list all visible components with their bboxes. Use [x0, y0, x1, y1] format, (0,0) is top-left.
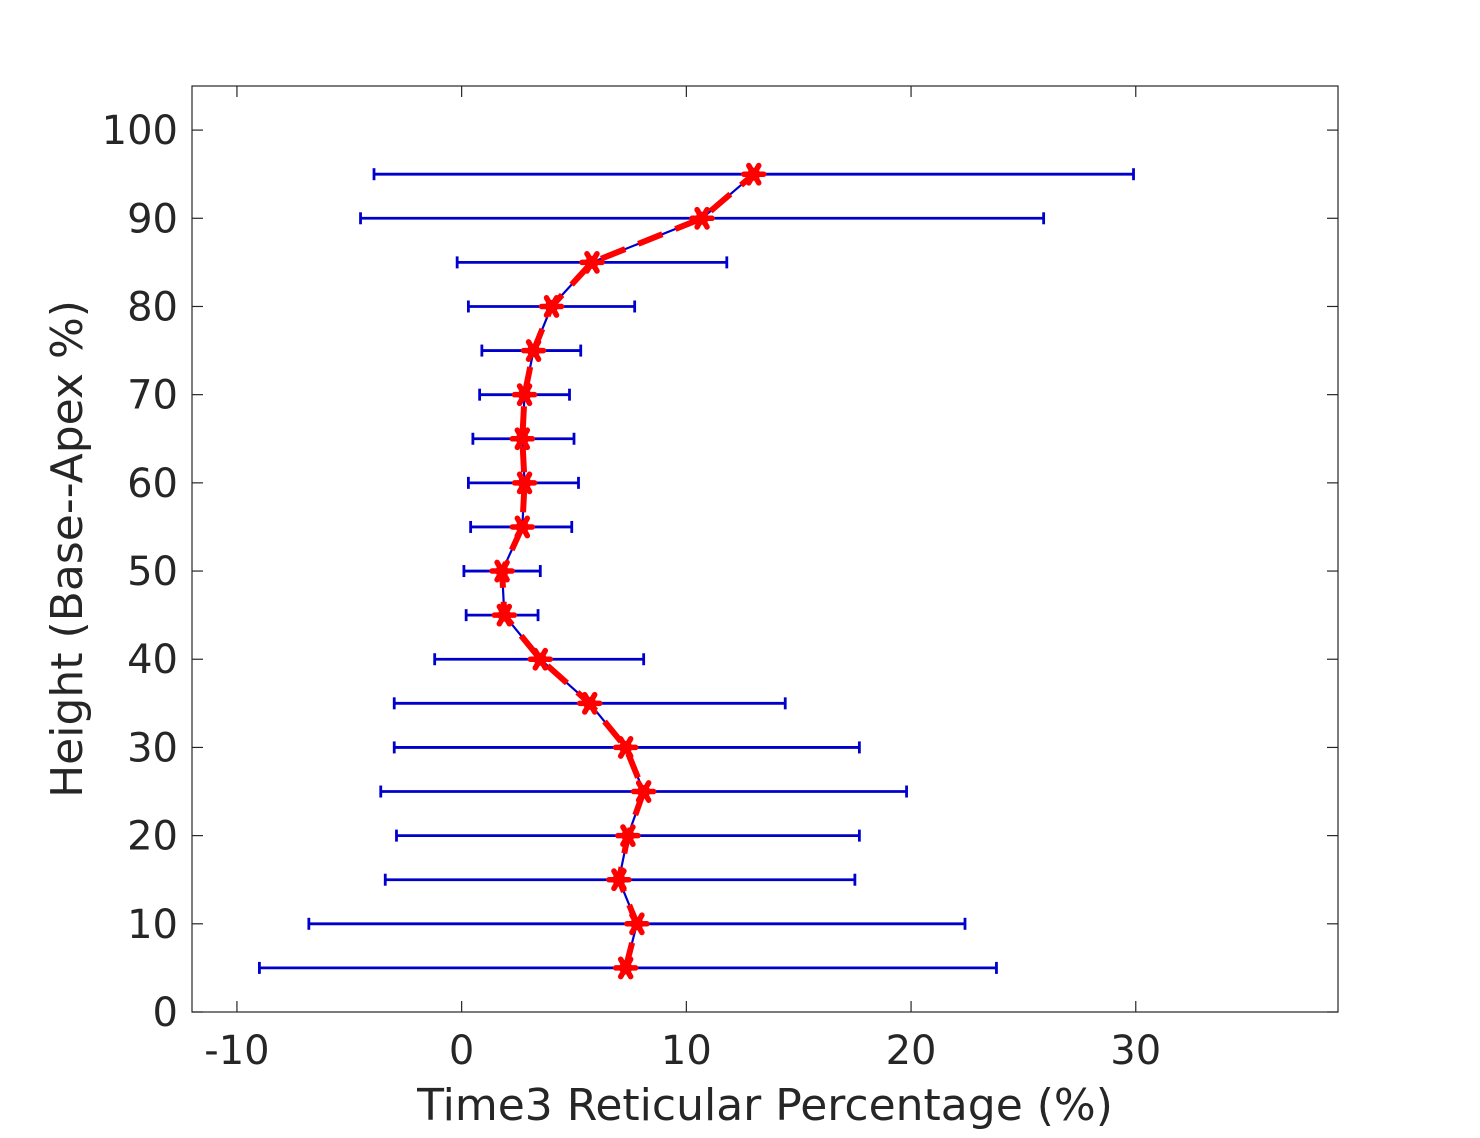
data-point-marker: [538, 295, 565, 318]
marker-spoke: [694, 206, 710, 230]
marker-spoke: [620, 824, 636, 848]
data-point-marker: [630, 780, 657, 803]
marker-spoke: [514, 515, 531, 539]
y-tick-label: 70: [127, 373, 178, 419]
data-point-marker: [489, 559, 515, 583]
marker-spoke: [746, 162, 762, 186]
data-point-marker: [689, 206, 715, 230]
data-point-marker: [579, 250, 605, 274]
marker-spoke: [532, 647, 549, 671]
marker-spoke: [514, 427, 531, 451]
marker-spoke: [629, 912, 645, 936]
marker-spoke: [617, 736, 634, 759]
y-tick-label: 90: [127, 196, 178, 242]
plot-area: [191, 85, 1339, 1013]
marker-spoke: [617, 956, 634, 980]
y-tick-label: 60: [127, 461, 178, 507]
y-tick-label: 50: [127, 549, 178, 595]
x-tick-label: 0: [449, 1028, 474, 1074]
x-axis-ticks: -10 0 10 20 30: [204, 86, 1161, 1074]
y-tick-label: 0: [153, 990, 178, 1036]
y-tick-label: 40: [127, 637, 178, 683]
marker-spoke: [496, 603, 513, 627]
data-point-marker: [612, 736, 639, 759]
marker-spoke: [584, 250, 600, 274]
x-tick-label: 30: [1110, 1028, 1161, 1074]
marker-spoke: [494, 559, 510, 583]
y-axis-ticks: 0 10 20 30 40 50 60 70 80 90 100: [102, 108, 1338, 1036]
y-tick-label: 80: [127, 284, 178, 330]
data-point-marker: [741, 162, 767, 186]
marker-spoke: [635, 780, 652, 803]
data-point-marker: [576, 691, 603, 715]
data-point-marker: [511, 383, 538, 407]
marker-spoke: [516, 383, 533, 407]
y-tick-label: 30: [127, 725, 178, 771]
x-axis-label: Time3 Reticular Percentage (%): [416, 1080, 1113, 1131]
data-point-marker: [491, 603, 518, 627]
y-tick-label: 10: [127, 902, 178, 948]
y-axis-label: Height (Base--Apex %): [42, 300, 93, 798]
y-tick-label: 100: [102, 108, 178, 154]
data-point-marker: [612, 956, 639, 980]
data-point-marker: [509, 515, 536, 539]
x-tick-label: -10: [204, 1028, 269, 1074]
x-tick-label: 10: [661, 1028, 712, 1074]
marker-spoke: [611, 868, 627, 892]
marker-spoke: [543, 295, 560, 318]
marker-spoke: [516, 471, 533, 495]
series-layer: [258, 162, 1135, 980]
data-point-marker: [615, 824, 641, 848]
y-tick-label: 20: [127, 814, 178, 860]
marker-spoke: [581, 691, 598, 715]
x-tick-label: 20: [886, 1028, 937, 1074]
data-point-marker: [511, 471, 538, 495]
data-point-marker: [509, 427, 536, 451]
marker-spoke: [525, 339, 542, 362]
data-point-marker: [520, 339, 547, 362]
data-point-marker: [624, 912, 650, 936]
data-point-marker: [527, 647, 554, 671]
data-point-marker: [606, 868, 632, 892]
